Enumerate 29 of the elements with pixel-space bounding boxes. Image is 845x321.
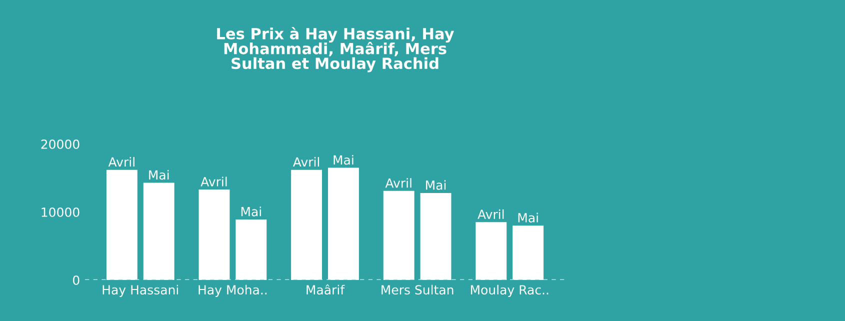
x-tick-label: Hay Hassani: [102, 284, 178, 297]
text: Avril: [108, 157, 134, 167]
bar: [328, 168, 359, 280]
y-tick-label: 0: [73, 275, 80, 285]
bar: [383, 190, 414, 280]
x-tick-label: Maârif: [306, 284, 345, 295]
x-tick-label: Hay Moha..: [198, 284, 267, 297]
y-tick-label: 10000: [42, 207, 80, 217]
text: Avril: [292, 157, 320, 167]
chart-title: Les Prix à Hay Hassani, Hay Mohammadi, Maârif, Mers Sultan et Moulay Rachid: [217, 27, 454, 72]
x-tick-label: Moulay Rac..: [470, 284, 548, 297]
bar: [106, 170, 138, 280]
text: Mai: [149, 170, 169, 180]
text: Mai: [518, 212, 538, 222]
bar: [512, 226, 544, 280]
series-label: Mai: [426, 180, 446, 190]
text: Mai: [334, 154, 354, 165]
bar: [476, 222, 507, 280]
bar: [236, 219, 267, 280]
bar: [198, 190, 230, 280]
text: Avril: [200, 176, 227, 186]
text: Mai: [241, 206, 261, 216]
series-label: Avril: [385, 178, 412, 188]
y-tick-label: 20000: [41, 139, 80, 149]
bar: [420, 192, 452, 280]
bar: [143, 182, 174, 280]
bar: [291, 170, 322, 280]
x-tick-label: Mers Sultan: [382, 284, 454, 295]
text: Avril: [478, 209, 504, 219]
